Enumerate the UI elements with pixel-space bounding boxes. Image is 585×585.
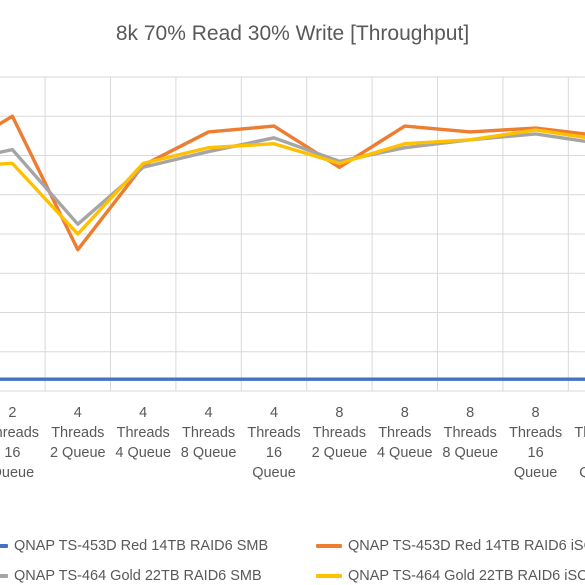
x-tick-label: Queue: [252, 465, 296, 481]
x-tick-label: 4: [74, 405, 82, 421]
legend-swatch: [316, 544, 342, 548]
x-tick-label: 2: [8, 405, 16, 421]
x-tick-label: 16: [4, 445, 20, 461]
legend-item: QNAP TS-464 Gold 22TB RAID6 SMB: [0, 568, 262, 584]
legend-item: QNAP TS-453D Red 14TB RAID6 iSCSI: [316, 538, 585, 554]
legend-label: QNAP TS-453D Red 14TB RAID6 SMB: [14, 538, 269, 554]
x-tick-label: Threads: [313, 425, 366, 441]
x-tick-label: 16: [528, 445, 544, 461]
x-tick-label: Threads: [182, 425, 235, 441]
x-tick-label: Threads: [444, 425, 497, 441]
x-tick-label: Threads: [378, 425, 431, 441]
legend-item: QNAP TS-464 Gold 22TB RAID6 iSCSI: [316, 568, 585, 584]
x-tick-label: 8: [466, 405, 474, 421]
x-tick-label: Threads: [509, 425, 562, 441]
x-tick-label: Queue: [0, 465, 34, 481]
legend-swatch: [316, 574, 342, 578]
legend-label: QNAP TS-453D Red 14TB RAID6 iSCSI: [348, 538, 585, 554]
x-tick-label: 8: [532, 405, 540, 421]
x-tick-label: 2 Queue: [312, 445, 368, 461]
x-tick-label: 16: [266, 445, 282, 461]
legend-swatch: [0, 544, 8, 548]
x-tick-label: 8 Queue: [181, 445, 237, 461]
x-tick-label: 4 Queue: [377, 445, 433, 461]
x-tick-label: 8: [401, 405, 409, 421]
series-line-3: [0, 132, 585, 226]
x-tick-label: 4: [139, 405, 147, 421]
x-tick-label: 8 Queue: [442, 445, 498, 461]
x-tick-label: Threads: [0, 425, 39, 441]
x-tick-label: 4: [270, 405, 278, 421]
chart-title: 8k 70% Read 30% Write [Throughput]: [115, 22, 470, 45]
x-tick-label: 8: [335, 405, 343, 421]
x-tick-label: 4 Queue: [115, 445, 171, 461]
x-tick-label: Queue: [514, 465, 558, 481]
x-tick-label: 4: [205, 405, 213, 421]
x-tick-label: Threads: [51, 425, 104, 441]
legend-swatch: [0, 574, 8, 578]
x-tick-label: 2 Queue: [50, 445, 106, 461]
legend: QNAP TS-453D Red 14TB RAID6 SMB QNAP TS-4…: [0, 525, 585, 585]
x-tick-label: Threads: [574, 425, 585, 441]
legend-label: QNAP TS-464 Gold 22TB RAID6 iSCSI: [348, 568, 585, 584]
x-tick-label: Threads: [117, 425, 170, 441]
x-tick-label: Queue: [579, 465, 585, 481]
legend-label: QNAP TS-464 Gold 22TB RAID6 SMB: [14, 568, 262, 584]
legend-item: QNAP TS-453D Red 14TB RAID6 SMB: [0, 538, 268, 554]
x-tick-label: Threads: [247, 425, 300, 441]
